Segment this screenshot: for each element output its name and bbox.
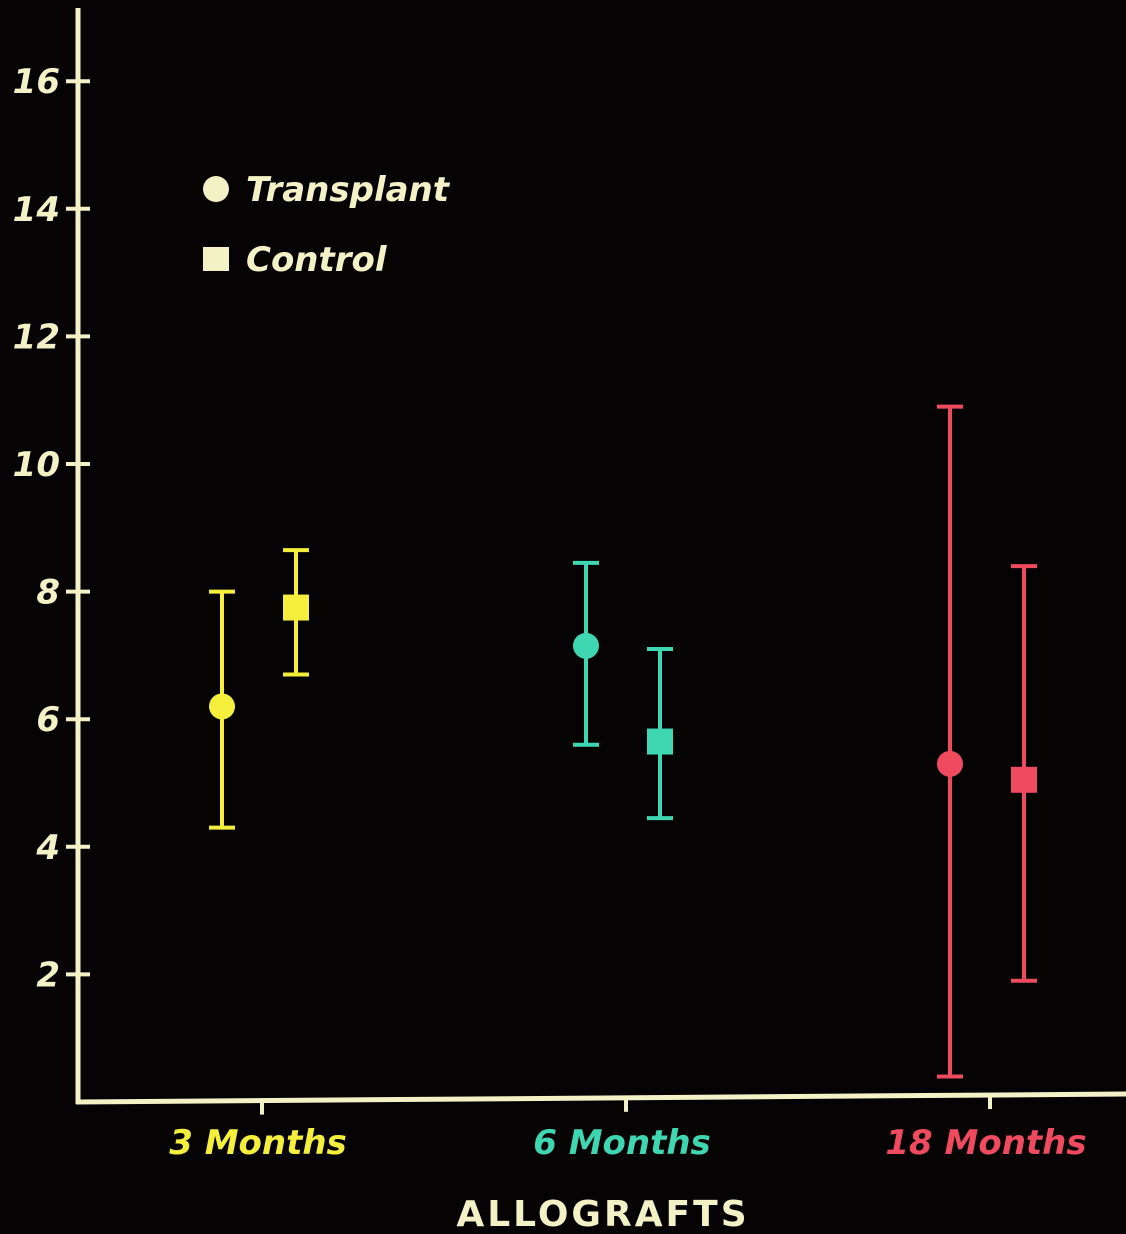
chart-legend: Transplant Control [203, 170, 451, 280]
y-tick-label: 12 [13, 317, 60, 357]
y-axis-ticks: 2 4 6 8 10 12 14 16 3 Months 6 Months 18 Months [13, 62, 1087, 1163]
legend-circle-marker [203, 176, 229, 202]
transplant-point [937, 750, 963, 777]
legend-label: Transplant [246, 170, 451, 210]
x-tick-label: 18 Months [885, 1123, 1086, 1163]
legend-label: Control [246, 240, 388, 280]
y-tick-label: 2 [36, 955, 60, 995]
x-tick-label: 3 Months [169, 1123, 347, 1163]
legend-square-marker [203, 247, 229, 271]
control-point [1011, 766, 1037, 793]
chart-marks [209, 404, 1037, 1079]
control-point [647, 728, 673, 755]
y-tick-label: 8 [36, 573, 60, 613]
transplant-point [573, 632, 599, 659]
x-tick-label: 6 Months [533, 1123, 711, 1163]
y-tick-label: 6 [36, 700, 60, 740]
y-tick-label: 10 [13, 445, 60, 485]
y-tick-label: 16 [13, 62, 60, 102]
chart-axes [75, 8, 1126, 1105]
x-axis-line [75, 1091, 1126, 1105]
y-tick-label: 14 [13, 190, 60, 230]
transplant-point [209, 693, 235, 720]
control-point [283, 594, 309, 621]
y-tick-label: 4 [35, 828, 60, 868]
x-axis-title: ALLOGRAFTS [456, 1194, 749, 1234]
